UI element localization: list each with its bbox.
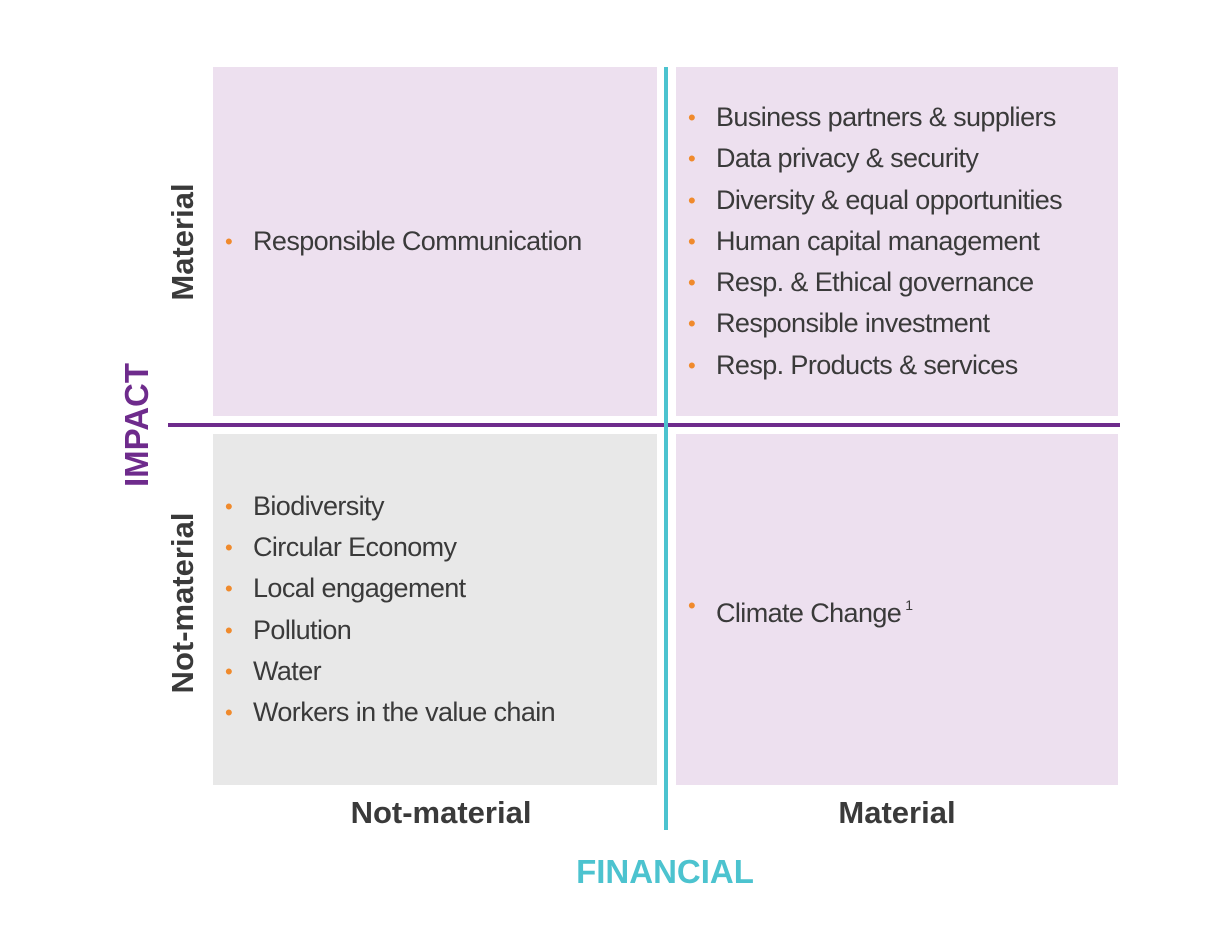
x-label: Material [838,795,956,830]
list-item: Resp. & Ethical governance [688,262,1062,304]
item-text: Local engagement [253,573,466,604]
financial-axis-line [664,67,668,830]
list-item: Business partners & suppliers [688,97,1062,139]
item-text: Responsible investment [716,308,990,339]
x-label: Not-material [350,795,532,830]
item-list: Biodiversity Circular Economy Local engage… [225,486,556,734]
item-text: Data privacy & security [716,143,979,174]
y-label: Material [165,183,200,301]
item-text: Resp. & Ethical governance [716,267,1034,298]
list-item: Circular Economy [225,527,555,569]
item-text: Resp. Products & services [716,349,1018,380]
impact-axis-line [168,423,1120,427]
list-item: Pollution [225,610,555,652]
list-item: Human capital management [688,221,1062,263]
y-axis-title: IMPACT [118,362,155,488]
footnote-mark: 1 [905,596,913,613]
list-item: Responsible investment [688,303,1062,345]
list-item: Biodiversity [225,486,555,528]
list-item: Responsible Communication [225,221,582,263]
list-item: Diversity & equal opportunities [688,180,1063,222]
item-text: Pollution [253,614,352,645]
item-text: Diversity & equal opportunities [716,184,1063,215]
item-text: Human capital management [716,225,1040,256]
item-text: Business partners & suppliers [716,101,1056,132]
quadrant-top-left: Responsible Communication [213,67,657,416]
item-text: Climate Change [716,597,902,628]
quadrant-bottom-left: Biodiversity Circular Economy Local engage… [213,434,657,785]
list-item: Local engagement [225,568,555,610]
list-item: Water [225,651,555,693]
list-item: Resp. Products & services [688,345,1062,387]
list-item: Workers in the value chain [225,692,556,734]
item-text: Biodiversity [253,490,384,521]
item-text: Water [253,655,322,686]
item-text: Responsible Communication [253,225,582,256]
item-list: Business partners & suppliers Data privac… [688,97,1063,387]
item-text: Workers in the value chain [253,697,556,728]
quadrant-top-right: Business partners & suppliers Data privac… [676,67,1118,416]
item-text: Circular Economy [253,531,457,562]
y-label: Not-material [165,512,200,694]
list-item: Data privacy & security [688,138,1062,180]
item-list: Responsible Communication [225,221,582,263]
x-axis-title: FINANCIAL [576,853,754,890]
